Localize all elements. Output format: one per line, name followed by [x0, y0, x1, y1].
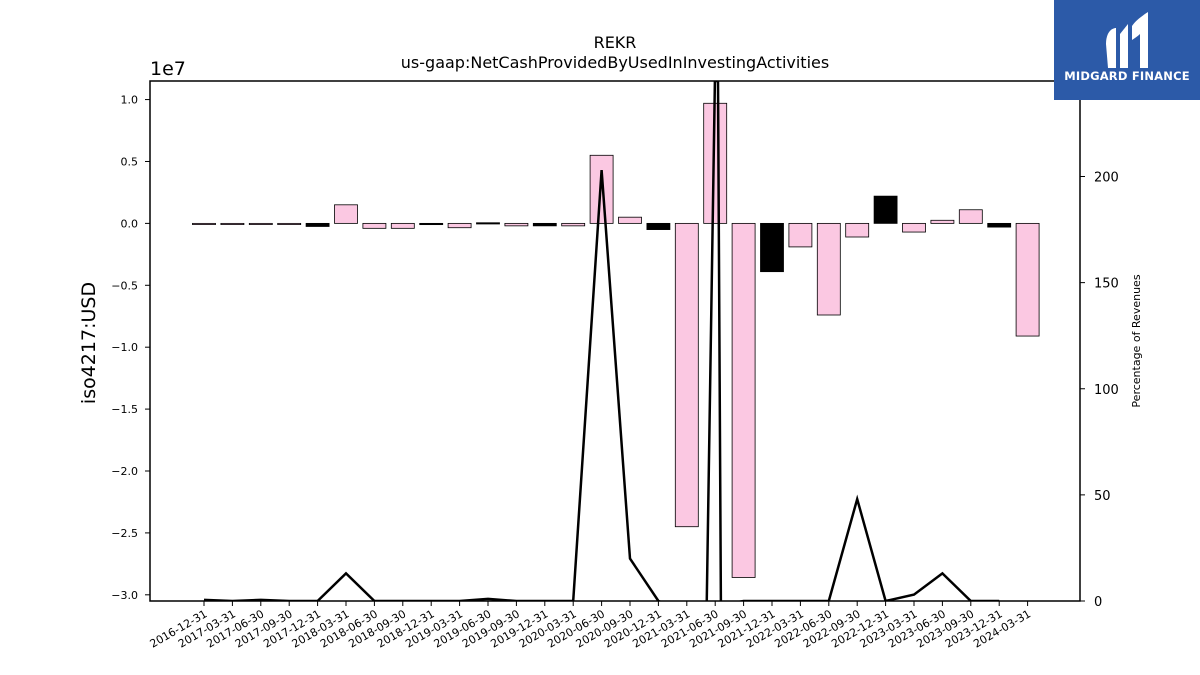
y-tick-label: −0.5	[111, 279, 138, 292]
y-tick-label: 0.0	[121, 217, 139, 230]
y2-axis-ticks: 0 50 100 150 200	[1080, 171, 1119, 610]
bar	[930, 219, 955, 224]
chart-title: REKR	[594, 33, 637, 52]
bar	[277, 222, 302, 225]
y-axis-ticks: 1.0 0.5 0.0 −0.5 −1.0 −1.5 −2.0 −2.5 −3.0	[111, 94, 150, 602]
y-tick-label: 0.5	[121, 155, 139, 168]
bar	[760, 222, 784, 273]
bar	[334, 204, 358, 224]
y2-tick-label: 200	[1094, 171, 1119, 186]
bar	[873, 195, 898, 224]
y-tick-label: −3.0	[111, 589, 138, 602]
y-axis-label: iso4217:USD	[78, 282, 100, 404]
bar-group	[192, 102, 1040, 578]
logo-mark-icon	[1106, 12, 1148, 68]
bar	[646, 222, 671, 230]
bar	[419, 222, 444, 226]
y2-tick-label: 0	[1094, 595, 1102, 610]
bar	[192, 222, 216, 225]
bar	[816, 222, 841, 316]
y-offset-label: 1e7	[150, 58, 186, 80]
y-tick-label: 1.0	[121, 94, 139, 107]
bar	[476, 222, 500, 225]
bar	[362, 222, 387, 229]
bar	[248, 222, 273, 225]
bar	[674, 222, 699, 528]
bar	[845, 222, 870, 238]
y-tick-label: −1.0	[111, 341, 138, 354]
y2-tick-label: 50	[1094, 489, 1111, 504]
bar	[618, 216, 642, 224]
bar	[532, 222, 557, 227]
bar	[504, 222, 529, 227]
bar	[1015, 222, 1040, 337]
brand-logo: MIDGARD FINANCE	[1054, 0, 1200, 100]
bar	[987, 222, 1012, 228]
bar	[305, 222, 330, 227]
bar	[220, 222, 245, 225]
bar	[561, 222, 586, 227]
y-tick-label: −2.5	[111, 527, 138, 540]
logo-text: MIDGARD FINANCE	[1064, 69, 1190, 83]
line-group	[203, 81, 1000, 601]
bar	[731, 222, 756, 578]
y2-axis-label: Percentage of Revenues	[1130, 274, 1143, 407]
bar	[958, 209, 983, 224]
bar	[788, 222, 813, 248]
bar	[589, 154, 614, 224]
line-series	[203, 81, 1000, 601]
bar	[447, 222, 472, 229]
y-tick-label: −2.0	[111, 465, 138, 478]
y2-tick-label: 150	[1094, 277, 1119, 292]
bar	[902, 222, 926, 233]
plot-frame	[149, 80, 1081, 602]
bar	[390, 222, 415, 229]
y-tick-label: −1.5	[111, 403, 138, 416]
y2-tick-label: 100	[1094, 383, 1119, 398]
x-axis-ticks: 2016-12-312017-03-312017-06-302017-09-30…	[148, 601, 1033, 651]
chart-subtitle: us-gaap:NetCashProvidedByUsedInInvesting…	[401, 53, 829, 72]
